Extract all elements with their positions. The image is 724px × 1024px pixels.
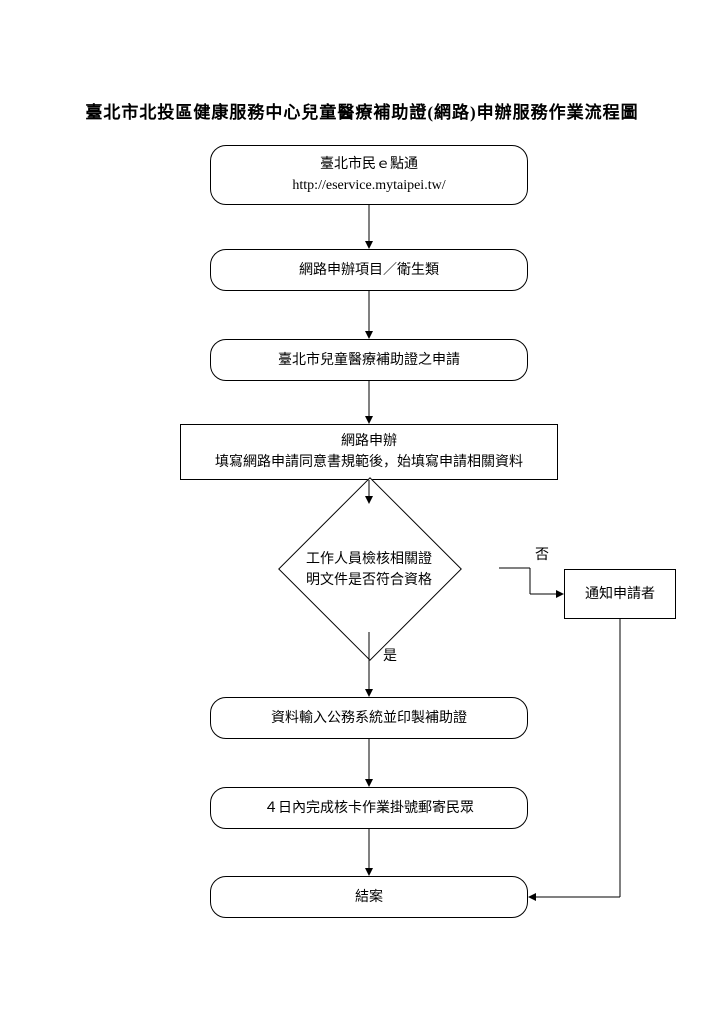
node-start-line1: 臺北市民ｅ點通 [320,154,418,175]
node-input-print-text: 資料輸入公務系統並印製補助證 [271,708,467,729]
node-notify-text: 通知申請者 [585,584,655,605]
node-decision-line2: 明文件是否符合資格 [239,570,499,591]
node-category-text: 網路申辦項目／衛生類 [299,260,439,281]
node-mail: ４日內完成核卡作業掛號郵寄民眾 [210,787,528,829]
node-decision-line1: 工作人員檢核相關證 [239,549,499,570]
node-webapply-line1: 網路申辦 [341,431,397,452]
flowchart-page: 臺北市北投區健康服務中心兒童醫療補助證(網路)申辦服務作業流程圖 臺北市民ｅ點通… [0,0,724,1024]
node-start: 臺北市民ｅ點通 http://eservice.mytaipei.tw/ [210,145,528,205]
node-input-print: 資料輸入公務系統並印製補助證 [210,697,528,739]
node-application: 臺北市兒童醫療補助證之申請 [210,339,528,381]
node-application-text: 臺北市兒童醫療補助證之申請 [278,350,460,371]
node-category: 網路申辦項目／衛生類 [210,249,528,291]
page-title: 臺北市北投區健康服務中心兒童醫療補助證(網路)申辦服務作業流程圖 [0,98,724,123]
node-decision: 工作人員檢核相關證 明文件是否符合資格 [239,513,499,623]
edge-label-no: 否 [535,544,549,564]
edge-label-yes: 是 [383,645,397,665]
node-end: 結案 [210,876,528,918]
node-start-line2: http://eservice.mytaipei.tw/ [292,175,445,196]
node-webapply: 網路申辦 填寫網路申請同意書規範後，始填寫申請相關資料 [180,424,558,480]
node-webapply-line2: 填寫網路申請同意書規範後，始填寫申請相關資料 [215,452,523,473]
node-notify: 通知申請者 [564,569,676,619]
node-end-text: 結案 [355,887,383,908]
node-mail-text: ４日內完成核卡作業掛號郵寄民眾 [264,798,474,819]
